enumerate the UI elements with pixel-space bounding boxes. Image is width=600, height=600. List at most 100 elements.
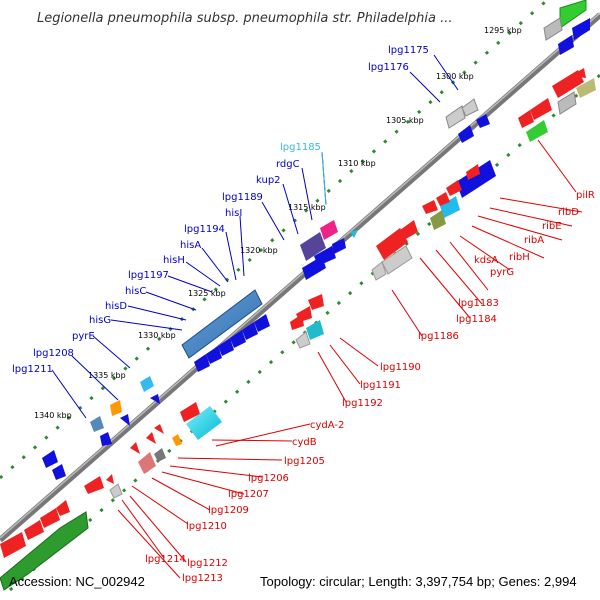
- gene-arrow: [332, 238, 346, 254]
- gene-label-lpg1194[interactable]: lpg1194: [184, 224, 225, 235]
- genome-summary-text: Topology: circular; Length: 3,397,754 bp…: [260, 574, 577, 589]
- gene-arrow: [552, 70, 584, 98]
- gene-arrow: [350, 230, 358, 238]
- gene-label-hisI[interactable]: hisI: [225, 208, 242, 219]
- gene-label-lpg1185[interactable]: lpg1185: [280, 142, 321, 153]
- gene-label-ribA[interactable]: ribA: [524, 235, 544, 246]
- gene-label-lpg1189[interactable]: lpg1189: [222, 192, 263, 203]
- gene-arrow: [422, 200, 438, 214]
- gene-arrow: [180, 402, 200, 422]
- gene-arrow: [146, 432, 156, 444]
- gene-label-pilR[interactable]: pilR: [576, 190, 595, 201]
- gene-label-lpg1192[interactable]: lpg1192: [342, 398, 383, 409]
- gene-label-lpg1197[interactable]: lpg1197: [128, 270, 169, 281]
- kbp-tick-1335: 1335 kbp: [88, 371, 126, 380]
- feature-dark-gray: [154, 448, 166, 462]
- feature-gray: [109, 483, 123, 499]
- gene-arrow: [56, 500, 70, 516]
- gene-arrow: [458, 125, 474, 143]
- gene-label-lpg1176[interactable]: lpg1176: [368, 62, 409, 73]
- gene-label-lpg1213[interactable]: lpg1213: [182, 573, 223, 584]
- feature-gray: [543, 17, 563, 41]
- gene-label-lpg1212[interactable]: lpg1212: [187, 558, 228, 569]
- gene-arrow: [40, 508, 60, 528]
- gene-arrow: [194, 354, 210, 372]
- gene-label-lpg1206[interactable]: lpg1206: [248, 473, 289, 484]
- gene-arrow: [376, 228, 408, 260]
- gene-label-pyrE[interactable]: pyrE: [72, 331, 95, 342]
- gene-arrow: [518, 110, 534, 128]
- gene-label-lpg1191[interactable]: lpg1191: [360, 380, 401, 391]
- leader-lines-reverse: [117, 139, 583, 579]
- gene-label-lpg1214[interactable]: lpg1214: [145, 554, 186, 565]
- gene-label-hisA[interactable]: hisA: [180, 240, 201, 251]
- dotted-track-outer: [0, 0, 550, 480]
- gene-label-lpg1175[interactable]: lpg1175: [388, 45, 429, 56]
- feature-orange: [172, 434, 182, 446]
- gene-lpg1208-box: [110, 400, 122, 416]
- gene-label-lpg1190[interactable]: lpg1190: [380, 362, 421, 373]
- gene-arrow: [218, 338, 234, 356]
- gene-arrow: [456, 160, 496, 198]
- gene-arrow: [296, 306, 312, 322]
- gene-arrow: [230, 330, 246, 348]
- feature-gray: [557, 91, 577, 115]
- gene-arrow: [466, 164, 480, 180]
- gene-rdgC-box: [300, 232, 326, 261]
- gene-arrow: [42, 450, 58, 468]
- gene-label-lpg1209[interactable]: lpg1209: [208, 505, 249, 516]
- feature-green-block: [0, 511, 89, 591]
- gene-label-lpg1211[interactable]: lpg1211: [12, 364, 53, 375]
- kbp-ticks: 1295 kbp 1300 kbp 1305 kbp 1310 kbp 1315…: [34, 26, 522, 420]
- gene-label-lpg1184[interactable]: lpg1184: [456, 314, 497, 325]
- gene-arrow: [476, 114, 490, 128]
- leader-line-lpg1185: [321, 151, 327, 206]
- reverse-features: [0, 68, 596, 591]
- gene-label-cydB[interactable]: cydB: [292, 437, 317, 448]
- gene-arrow: [572, 18, 590, 40]
- gene-label-lpg1208[interactable]: lpg1208: [33, 348, 74, 359]
- gene-arrow: [84, 476, 104, 494]
- gene-label-kdsA[interactable]: kdsA: [474, 255, 498, 266]
- operon-his-block: [181, 289, 263, 359]
- gene-label-kup2[interactable]: kup2: [256, 175, 281, 186]
- map-title: Legionella pneumophila subsp. pneumophil…: [37, 11, 453, 26]
- gene-arrow: [530, 98, 552, 120]
- gene-arrow: [52, 464, 66, 480]
- feature-olive: [430, 210, 446, 230]
- gene-arrow: [24, 520, 44, 540]
- leader-lines-forward: [51, 54, 459, 419]
- gene-label-rdgC[interactable]: rdgC: [276, 159, 300, 170]
- kbp-tick-1305: 1305 kbp: [386, 116, 424, 125]
- gene-arrow: [120, 414, 130, 426]
- gene-label-cydA-2[interactable]: cydA-2: [310, 420, 344, 431]
- gene-label-hisD[interactable]: hisD: [105, 301, 127, 312]
- gene-label-hisC[interactable]: hisC: [125, 286, 146, 297]
- gene-label-ribD[interactable]: ribD: [558, 207, 579, 218]
- kbp-tick-1300: 1300 kbp: [436, 72, 474, 81]
- gene-arrow: [570, 68, 586, 78]
- feature-cyan: [306, 320, 324, 340]
- kbp-tick-1325: 1325 kbp: [188, 289, 226, 298]
- gene-label-lpg1205[interactable]: lpg1205: [284, 456, 325, 467]
- gene-label-lpg1207[interactable]: lpg1207: [228, 489, 269, 500]
- gene-lpg1211-box: [90, 416, 104, 432]
- gene-label-hisH[interactable]: hisH: [163, 255, 185, 266]
- gene-label-ribE[interactable]: ribE: [542, 221, 562, 232]
- kbp-tick-1315: 1315 kbp: [288, 203, 326, 212]
- gene-label-pyrG[interactable]: pyrG: [490, 267, 514, 278]
- gene-label-lpg1210[interactable]: lpg1210: [186, 521, 227, 532]
- feature-pink: [138, 452, 156, 474]
- kbp-tick-1320: 1320 kbp: [240, 246, 278, 255]
- gene-label-lpg1186[interactable]: lpg1186: [418, 331, 459, 342]
- gene-label-ribH[interactable]: ribH: [509, 252, 530, 263]
- kbp-tick-1340: 1340 kbp: [34, 411, 72, 420]
- gene-label-hisG[interactable]: hisG: [89, 315, 111, 326]
- kbp-tick-1295: 1295 kbp: [484, 26, 522, 35]
- genome-backbone: [0, 12, 600, 543]
- gene-label-lpg1183[interactable]: lpg1183: [458, 298, 499, 309]
- gene-arrow: [100, 432, 112, 446]
- gene-arrow: [154, 424, 164, 434]
- kbp-tick-1330: 1330 kbp: [138, 331, 176, 340]
